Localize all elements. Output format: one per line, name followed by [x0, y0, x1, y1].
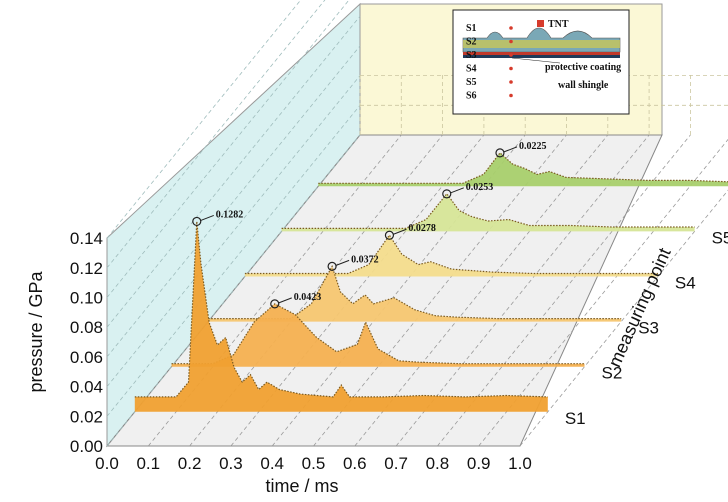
peak-value-label: 0.0372 — [351, 254, 379, 265]
peak-marker — [270, 299, 280, 309]
inset-schematic: TNT protective coating wall shingle S1 S2… — [452, 9, 630, 115]
series-line — [208, 264, 622, 320]
peak-leader — [450, 187, 464, 194]
x-tick-label: 0.4 — [260, 454, 284, 473]
z-axis-label: measuring point — [604, 245, 674, 370]
peak-value-label: 0.0423 — [294, 292, 322, 303]
inset-sensor-label: S5 — [466, 77, 477, 88]
x-tick-label: 0.3 — [219, 454, 243, 473]
tnt-block-icon — [537, 20, 544, 27]
floor-grid-line — [437, 134, 691, 447]
y-tick-label: 0.12 — [70, 259, 103, 278]
series-traces: 0.0225 0.0253 0.0278 0.0372 0.0423 0.1282 — [134, 141, 728, 412]
peak-marker — [327, 261, 337, 271]
inset-sensor-label: S6 — [466, 91, 477, 102]
inset-sensor-dot — [509, 26, 513, 30]
x-tick-label: 0.9 — [467, 454, 491, 473]
series-line — [171, 303, 585, 365]
inset-sensor-dot — [509, 93, 513, 98]
peak-value-label: 0.0225 — [519, 141, 547, 152]
floor-grid-line — [395, 134, 650, 447]
coating-label: protective coating — [545, 62, 621, 73]
floor-grid-line — [313, 134, 567, 447]
y-tick-label: 0.02 — [70, 407, 103, 426]
inset-sensor-label: S2 — [466, 37, 477, 48]
series-name-label: S4 — [675, 274, 696, 293]
y-tick-label: 0.04 — [70, 378, 103, 397]
y-tick-label: 0.08 — [70, 318, 103, 337]
peak-value-label: 0.0253 — [466, 182, 494, 193]
chart-labels: 0.0 0.1 0.2 0.3 0.4 0.5 0.6 0.7 0.8 0.9 1.0 0.00 0.0… — [70, 228, 728, 473]
inset-shingle — [463, 55, 620, 58]
x-tick-label: 0.0 — [95, 454, 119, 473]
wall-grid-line — [106, 45, 361, 358]
series-area — [281, 193, 695, 232]
series-area — [171, 303, 585, 367]
wall-grid-line — [106, 134, 361, 447]
x-tick-label: 0.8 — [426, 454, 450, 473]
wall-grid-line — [106, 15, 361, 328]
inset-sensor-dot — [509, 80, 513, 84]
y-tick-label: 0.00 — [70, 437, 103, 456]
peak-leader — [278, 297, 292, 304]
series-line — [244, 234, 658, 275]
wall-grid-line — [106, 0, 302, 239]
peak-leader — [335, 259, 350, 266]
y-tick-label: 0.14 — [70, 229, 103, 248]
y-axis-label: pressure / GPa — [26, 270, 46, 392]
inset-sensor-dot — [509, 53, 513, 57]
peak-leader — [393, 228, 407, 235]
series-area — [208, 266, 622, 322]
series-name-label: S1 — [565, 409, 586, 428]
peak-leader — [200, 214, 214, 221]
y-tick-label: 0.10 — [70, 289, 103, 308]
x-tick-label: 0.6 — [343, 454, 367, 473]
inset-sensor-label: S3 — [466, 50, 477, 61]
peak-marker — [384, 230, 395, 240]
wall-grid-line — [106, 0, 350, 298]
series-line — [134, 221, 548, 398]
peak-value-label: 0.1282 — [216, 209, 244, 220]
inset-sensor-label: S4 — [466, 64, 477, 75]
x-tick-label: 0.7 — [384, 454, 408, 473]
tnt-label: TNT — [548, 19, 569, 30]
wall-grid-line — [106, 75, 361, 387]
floor-grid-line — [478, 138, 728, 447]
inset-sensor-points: S1 S2 S3 S4 S5 S6 — [466, 23, 513, 102]
series-name-label: S2 — [602, 364, 623, 383]
x-tick-label: 0.5 — [302, 454, 326, 473]
inset-sensor-dot — [509, 66, 513, 71]
inset-sand — [463, 40, 620, 48]
series-line — [318, 152, 728, 184]
x-tick-label: 1.0 — [508, 454, 532, 473]
peak-marker — [495, 148, 505, 158]
peak-value-label: 0.0278 — [408, 223, 436, 234]
peak-marker — [192, 216, 202, 227]
floor-grid-line — [354, 134, 609, 447]
wall-grid-line — [106, 0, 326, 269]
x-tick-label: 0.1 — [136, 454, 160, 473]
floor-grid-line — [271, 134, 526, 447]
peak-marker — [442, 189, 452, 199]
series-area — [318, 152, 728, 187]
inset-frame — [452, 9, 630, 115]
series-line — [281, 192, 695, 229]
inset-coating — [463, 52, 620, 55]
series-name-label: S3 — [638, 319, 659, 338]
x-tick-label: 0.2 — [178, 454, 202, 473]
y-tick-label: 0.06 — [70, 348, 103, 367]
peak-leader — [503, 146, 518, 153]
series-name-label: S5 — [712, 228, 728, 247]
wall-grid-line — [106, 105, 361, 417]
inset-sensor-dot — [509, 39, 513, 44]
shingle-label: wall shingle — [558, 80, 609, 91]
inset-sensor-label: S1 — [466, 23, 477, 34]
floor-grid-line — [519, 189, 728, 447]
x-axis-label: time / ms — [265, 476, 338, 496]
